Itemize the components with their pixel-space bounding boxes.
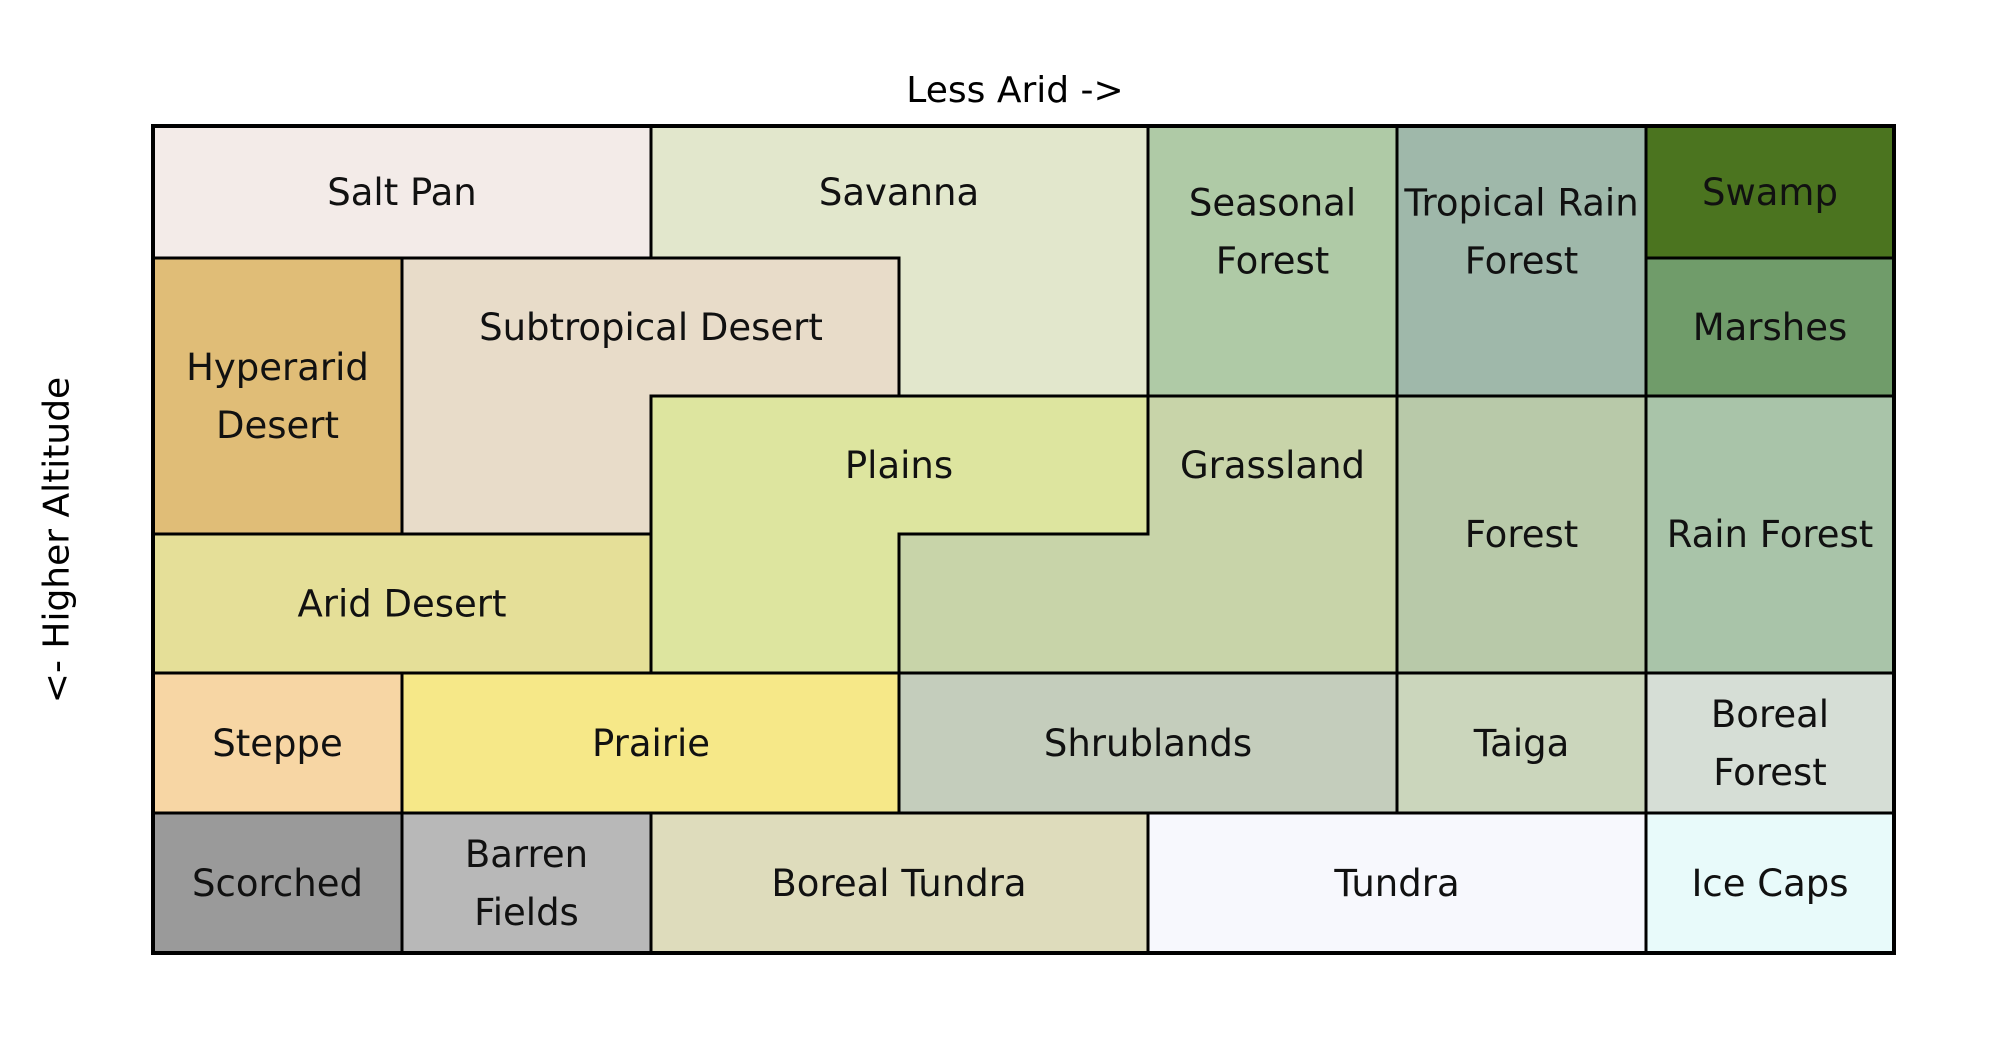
biome-label-shrublands: Shrublands (1044, 722, 1252, 765)
biome-label-salt-pan: Salt Pan (327, 171, 476, 214)
biome-label-boreal-tundra: Boreal Tundra (771, 862, 1026, 905)
biome-label-swamp: Swamp (1702, 171, 1838, 214)
biome-label-line: Subtropical Desert (479, 306, 823, 349)
biome-label-line: Hyperarid (186, 346, 369, 389)
biome-label-tropical-rain-forest: Tropical Rain Forest (1403, 182, 1638, 283)
biome-label-line: Tropical Rain (1403, 182, 1638, 225)
biome-label-line: Shrublands (1044, 722, 1252, 765)
top-axis-label: Less Arid -> (906, 70, 1124, 111)
biome-label-line: Boreal (1711, 693, 1829, 736)
biome-label-line: Forest (1465, 513, 1579, 556)
biome-label-savanna: Savanna (819, 171, 979, 214)
biome-label-line: Forest (1216, 240, 1330, 283)
biome-label-line: Rain Forest (1667, 513, 1874, 556)
biome-label-line: Marshes (1693, 306, 1848, 349)
biome-label-plains: Plains (845, 444, 953, 487)
biome-label-line: Savanna (819, 171, 979, 214)
biome-label-line: Taiga (1473, 722, 1570, 765)
grid-border (151, 124, 1896, 955)
biome-label-line: Grassland (1180, 444, 1365, 487)
biome-label-line: Boreal Tundra (771, 862, 1026, 905)
biome-label-line: Forest (1713, 751, 1827, 794)
biome-label-line: Arid Desert (297, 583, 506, 626)
biome-label-rain-forest: Rain Forest (1667, 513, 1874, 556)
biome-label-line: Desert (216, 404, 339, 447)
biome-label-boreal-forest: Boreal Forest (1711, 693, 1829, 794)
biome-label-steppe: Steppe (212, 722, 343, 765)
biome-label-line: Steppe (212, 722, 343, 765)
biome-label-scorched: Scorched (192, 862, 363, 905)
biome-label-line: Barren (465, 833, 588, 876)
biome-label-line: Ice Caps (1691, 862, 1848, 905)
biome-label-line: Salt Pan (327, 171, 476, 214)
biome-label-ice-caps: Ice Caps (1691, 862, 1848, 905)
biome-label-seasonal-forest: Seasonal Forest (1189, 182, 1356, 283)
biome-label-line: Plains (845, 444, 953, 487)
biome-label-barren-fields: Barren Fields (465, 833, 588, 934)
biome-label-marshes: Marshes (1693, 306, 1848, 349)
biome-label-line: Seasonal (1189, 182, 1356, 225)
biome-label-line: Fields (474, 891, 579, 934)
biome-label-line: Prairie (592, 722, 710, 765)
biome-label-tundra: Tundra (1333, 862, 1459, 905)
biome-label-line: Scorched (192, 862, 363, 905)
biome-label-taiga: Taiga (1473, 722, 1570, 765)
biome-label-arid-desert: Arid Desert (297, 583, 506, 626)
biome-label-line: Swamp (1702, 171, 1838, 214)
biome-label-forest: Forest (1465, 513, 1579, 556)
biome-label-hyperarid-desert: Hyperarid Desert (186, 346, 369, 447)
biome-label-line: Forest (1465, 240, 1579, 283)
biome-label-subtropical-desert: Subtropical Desert (479, 306, 823, 349)
biome-region-hyperarid-desert (151, 256, 404, 536)
biome-label-grassland: Grassland (1180, 444, 1365, 487)
biome-label-prairie: Prairie (592, 722, 710, 765)
biome-label-line: Tundra (1333, 862, 1459, 905)
